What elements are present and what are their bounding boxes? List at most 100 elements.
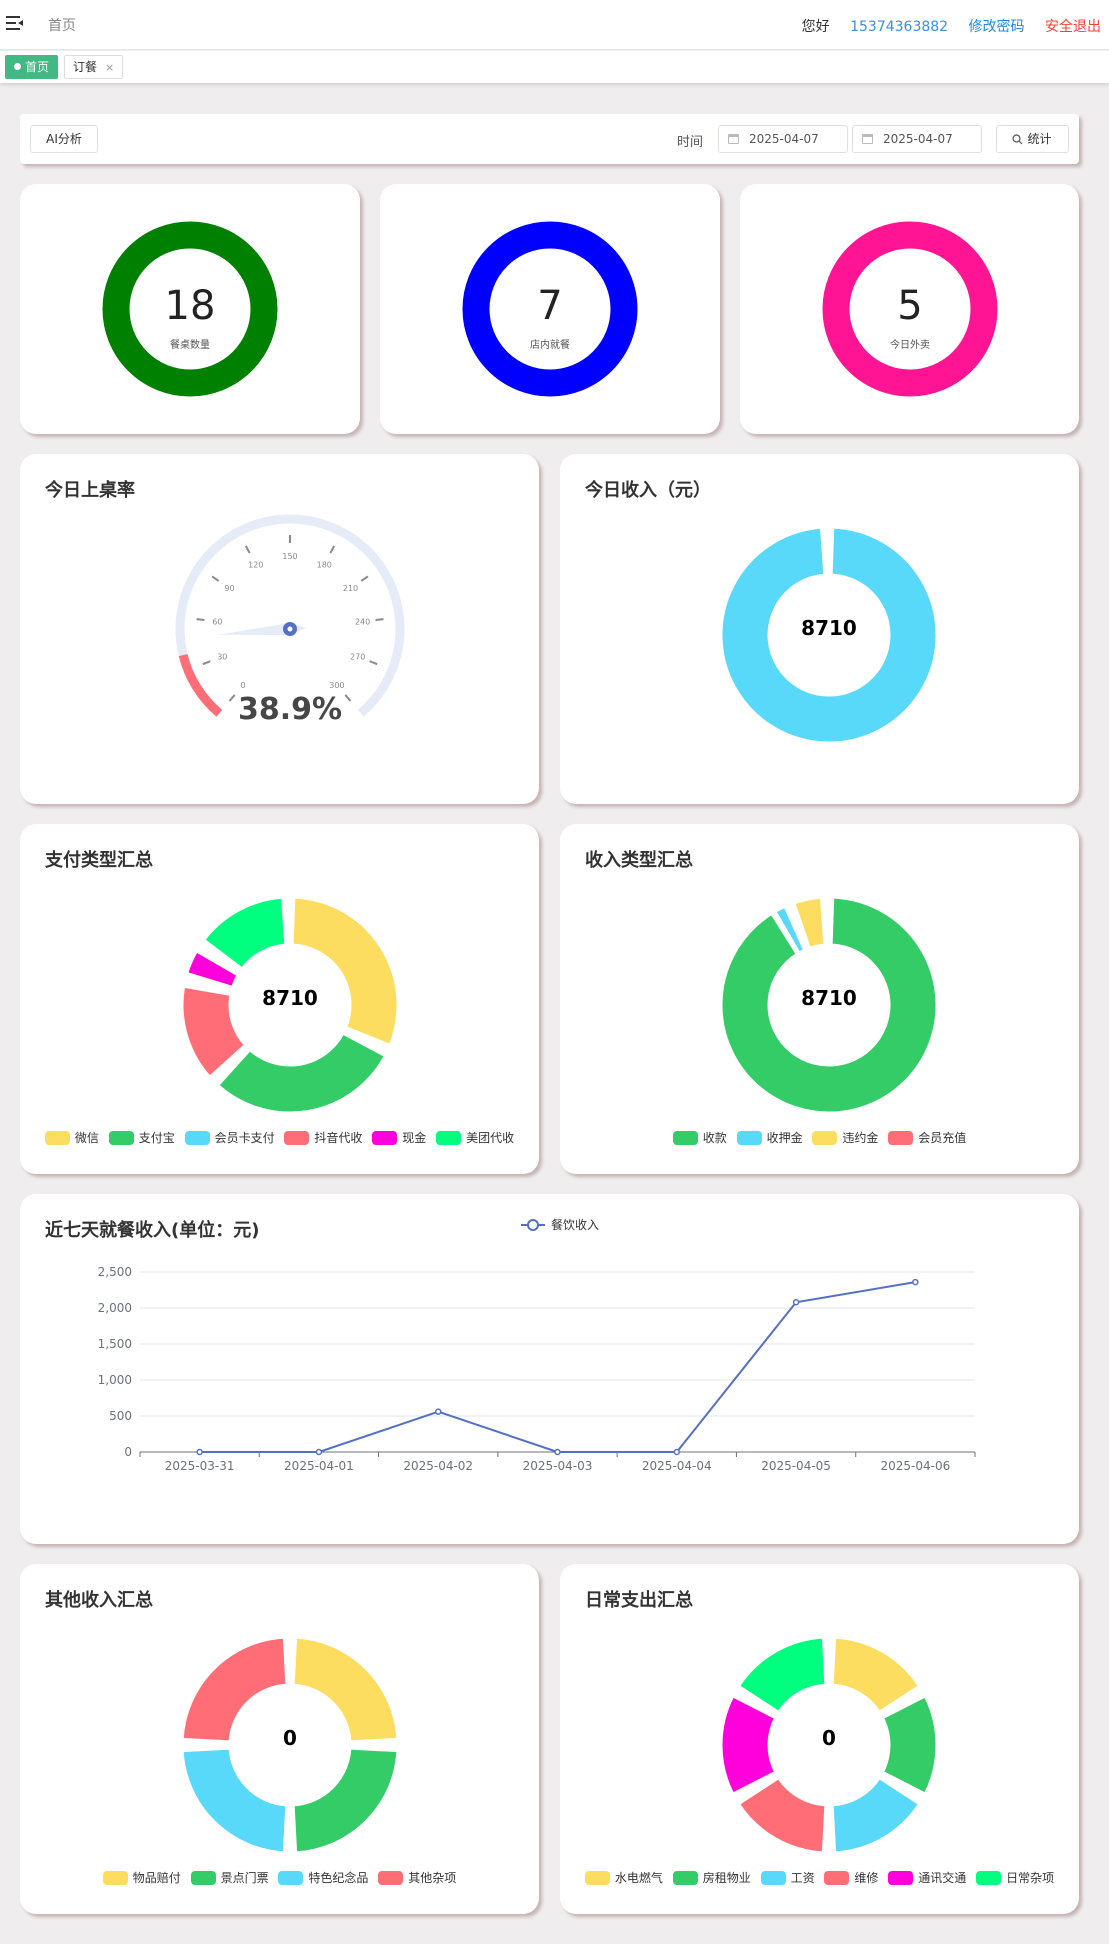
legend-item[interactable]: 房租物业 [672,1869,751,1886]
y-tick-label: 1,500 [98,1337,132,1351]
gauge-tick-label: 30 [217,652,227,661]
calendar-icon [728,134,739,144]
legend-item[interactable]: 收押金 [736,1129,803,1146]
legend-item[interactable]: 物品赔付 [102,1869,181,1886]
x-tick-label: 2025-04-05 [761,1459,831,1473]
legend-item[interactable]: 支付宝 [108,1129,175,1146]
donut-slice[interactable] [180,1746,289,1855]
takeout-ring: 5 今日外卖 [822,221,998,397]
legend-label: 餐饮收入 [551,1217,599,1232]
income-types-donut: 8710 [719,895,939,1115]
gauge-tick [375,618,384,622]
chart-legend[interactable]: 餐饮收入 [521,1217,599,1232]
legend-item[interactable]: 通讯交通 [888,1869,966,1886]
data-point[interactable] [792,1298,800,1306]
seven-days-title: 近七天就餐收入(单位：元) [45,1220,260,1241]
tab-bar: 首页 订餐 × [0,51,1109,83]
menu-toggle-icon[interactable] [6,15,24,31]
data-point[interactable] [554,1448,561,1456]
data-point[interactable] [673,1448,681,1456]
stat-card-tables: 18 餐桌数量 [20,184,360,434]
dine-in-ring: 7 店内就餐 [462,221,638,397]
gauge-tick [244,545,251,554]
donut-slice[interactable] [180,984,247,1079]
ai-analysis-button[interactable]: AI分析 [30,125,98,153]
tab-home[interactable]: 首页 [5,55,59,79]
donut-slice[interactable] [719,895,939,1115]
legend-swatch [102,1870,128,1885]
gauge-tick-label: 240 [355,617,370,626]
legend-swatch [976,1870,1002,1885]
gauge-tick-label: 120 [248,561,263,570]
daily-expense-center-value: 0 [822,1726,836,1750]
gauge-tick-label: 300 [329,681,344,690]
donut-slice[interactable] [180,1635,289,1744]
legend-item[interactable]: 现金 [372,1129,426,1146]
legend-item[interactable]: 工资 [760,1869,815,1886]
x-tick-label: 2025-04-06 [880,1459,950,1473]
legend-item[interactable]: 特色纪念品 [278,1869,368,1886]
data-point[interactable] [912,1278,919,1286]
legend-swatch [888,1870,914,1885]
legend-item[interactable]: 水电燃气 [584,1869,663,1886]
start-date-input[interactable]: 2025-04-07 [718,125,848,153]
filter-bar: AI分析 时间 2025-04-07 2025-04-07 统计 [20,114,1079,164]
donut-slice[interactable] [736,1635,828,1714]
donut-slice[interactable] [202,895,288,971]
time-label: 时间 [677,135,704,150]
y-tick-label: 2,500 [98,1265,132,1279]
donut-slice[interactable] [291,1746,400,1855]
occupancy-title: 今日上桌率 [45,480,135,501]
income-types-card: 收入类型汇总 8710 收款 收押金 违约金 会员充值 [560,824,1079,1174]
legend-item[interactable]: 会员充值 [888,1129,966,1146]
legend-item[interactable]: 会员卡支付 [184,1129,275,1146]
legend-item[interactable]: 抖音代收 [284,1129,362,1146]
donut-slice[interactable] [880,1694,939,1796]
legend-item[interactable]: 美团代收 [436,1129,514,1146]
tab-order[interactable]: 订餐 × [64,55,124,79]
statistics-button[interactable]: 统计 [996,125,1069,153]
logout-link[interactable]: 安全退出 [1045,19,1101,35]
donut-slice[interactable] [291,1635,400,1744]
y-tick-label: 1,000 [98,1373,132,1387]
donut-slice[interactable] [719,1694,778,1796]
income-types-title: 收入类型汇总 [585,850,693,871]
legend-item[interactable]: 其他杂项 [378,1869,456,1886]
legend-item[interactable]: 收款 [672,1129,727,1146]
end-date-input[interactable]: 2025-04-07 [852,125,982,153]
donut-slice[interactable] [290,895,400,1047]
data-point[interactable] [196,1448,203,1456]
gauge-anchor-center [287,626,293,632]
change-password-link[interactable]: 修改密码 [968,19,1025,35]
legend-swatch [888,1130,914,1145]
donut-slice[interactable] [830,1635,922,1714]
gauge-tick [329,545,336,554]
legend-item[interactable]: 景点门票 [190,1869,269,1886]
income-title: 今日收入（元） [585,480,711,501]
legend-swatch [584,1870,610,1885]
donut-slice[interactable] [736,1776,828,1855]
data-point[interactable] [315,1448,323,1456]
breadcrumb[interactable]: 首页 [48,18,76,34]
legend-item[interactable]: 微信 [44,1129,99,1146]
donut-slice[interactable] [830,1776,922,1855]
donut-slice[interactable] [719,525,939,745]
donut-slice[interactable] [185,949,240,989]
donut-slice[interactable] [773,904,807,955]
close-icon[interactable]: × [105,61,115,74]
donut-slice[interactable] [792,895,827,950]
daily-expense-title: 日常支出汇总 [585,1590,693,1611]
user-phone-link[interactable]: 15374363882 [850,19,949,35]
ring-arc [822,221,998,397]
legend-item[interactable]: 维修 [824,1869,878,1886]
data-point[interactable] [434,1408,442,1415]
active-dot-icon [14,63,21,70]
daily-expense-donut: 0 [719,1635,939,1855]
legend-item[interactable]: 日常杂项 [976,1869,1054,1886]
top-bar: 首页 您好 15374363882 修改密码 安全退出 [0,0,1109,50]
donut-slice[interactable] [216,1031,387,1115]
gauge-tick-label: 180 [317,561,332,570]
pay-types-title: 支付类型汇总 [45,850,153,871]
legend-item[interactable]: 违约金 [812,1129,878,1146]
legend-swatch [812,1130,838,1145]
